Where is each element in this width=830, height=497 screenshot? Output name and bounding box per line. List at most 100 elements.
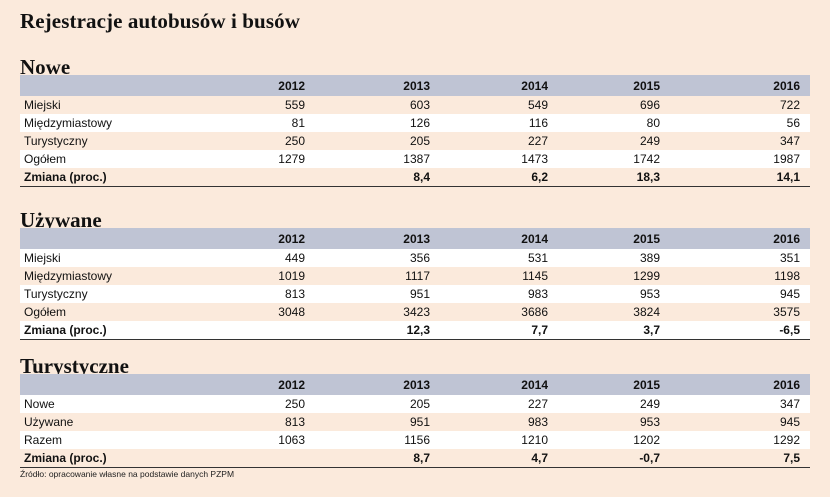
- cell: 250: [170, 132, 315, 150]
- cell: 227: [440, 132, 558, 150]
- cell: 56: [670, 114, 810, 132]
- cell: 945: [670, 285, 810, 303]
- cell: 205: [315, 395, 440, 413]
- table-row-change: Zmiana (proc.) 12,3 7,7 3,7 -6,5: [20, 321, 810, 340]
- row-label: Razem: [20, 431, 170, 449]
- cell: 983: [440, 413, 558, 431]
- cell: 951: [315, 413, 440, 431]
- cell: 116: [440, 114, 558, 132]
- table-row: Razem 1063 1156 1210 1202 1292: [20, 431, 810, 449]
- row-label: Nowe: [20, 395, 170, 413]
- header-label-cell: [20, 75, 170, 96]
- cell: 549: [440, 96, 558, 114]
- row-label: Turystyczny: [20, 132, 170, 150]
- cell: 983: [440, 285, 558, 303]
- cell: 3686: [440, 303, 558, 321]
- cell: 126: [315, 114, 440, 132]
- header-year: 2013: [315, 374, 440, 395]
- cell: 1198: [670, 267, 810, 285]
- cell: 1117: [315, 267, 440, 285]
- cell: 249: [558, 395, 670, 413]
- table-row: Międzymiastowy 1019 1117 1145 1299 1198: [20, 267, 810, 285]
- table-turystyczne: 2012 2013 2014 2015 2016 Nowe 250 205 227 24…: [20, 374, 810, 468]
- row-label: Zmiana (proc.): [20, 168, 170, 187]
- cell: 249: [558, 132, 670, 150]
- cell: -0,7: [558, 449, 670, 468]
- cell: 3,7: [558, 321, 670, 340]
- cell: 1987: [670, 150, 810, 168]
- cell: 7,5: [670, 449, 810, 468]
- cell: 6,2: [440, 168, 558, 187]
- table-uzywane: 2012 2013 2014 2015 2016 Miejski 449 356 53…: [20, 228, 810, 340]
- cell: 3048: [170, 303, 315, 321]
- cell: 347: [670, 395, 810, 413]
- table-row: Miejski 449 356 531 389 351: [20, 249, 810, 267]
- cell: 18,3: [558, 168, 670, 187]
- cell: 1299: [558, 267, 670, 285]
- header-year: 2015: [558, 374, 670, 395]
- table-header-row: 2012 2013 2014 2015 2016: [20, 228, 810, 249]
- row-label: Miejski: [20, 249, 170, 267]
- cell: 1202: [558, 431, 670, 449]
- header-year: 2012: [170, 75, 315, 96]
- cell: 1473: [440, 150, 558, 168]
- header-year: 2014: [440, 75, 558, 96]
- table-nowe: 2012 2013 2014 2015 2016 Miejski 559 603 54…: [20, 75, 810, 187]
- row-label: Turystyczny: [20, 285, 170, 303]
- row-label: Międzymiastowy: [20, 267, 170, 285]
- cell: 3575: [670, 303, 810, 321]
- cell: 8,4: [315, 168, 440, 187]
- cell: 1019: [170, 267, 315, 285]
- cell: 12,3: [315, 321, 440, 340]
- cell: 14,1: [670, 168, 810, 187]
- cell: [170, 449, 315, 468]
- cell: 603: [315, 96, 440, 114]
- row-label: Zmiana (proc.): [20, 321, 170, 340]
- cell: 696: [558, 96, 670, 114]
- cell: 951: [315, 285, 440, 303]
- header-year: 2012: [170, 374, 315, 395]
- cell: 80: [558, 114, 670, 132]
- row-label: Ogółem: [20, 303, 170, 321]
- table-header-row: 2012 2013 2014 2015 2016: [20, 374, 810, 395]
- cell: 1279: [170, 150, 315, 168]
- cell: 813: [170, 413, 315, 431]
- cell: 250: [170, 395, 315, 413]
- page-title: Rejestracje autobusów i busów: [20, 9, 300, 33]
- cell: 205: [315, 132, 440, 150]
- cell: 1387: [315, 150, 440, 168]
- cell: 389: [558, 249, 670, 267]
- cell: 1292: [670, 431, 810, 449]
- cell: 945: [670, 413, 810, 431]
- cell: 953: [558, 413, 670, 431]
- cell: 4,7: [440, 449, 558, 468]
- cell: 3423: [315, 303, 440, 321]
- header-year: 2015: [558, 75, 670, 96]
- table-row: Miejski 559 603 549 696 722: [20, 96, 810, 114]
- cell: 8,7: [315, 449, 440, 468]
- header-label-cell: [20, 228, 170, 249]
- header-label-cell: [20, 374, 170, 395]
- cell: 1210: [440, 431, 558, 449]
- cell: 1063: [170, 431, 315, 449]
- header-year: 2016: [670, 374, 810, 395]
- cell: 351: [670, 249, 810, 267]
- cell: 1145: [440, 267, 558, 285]
- header-year: 2016: [670, 228, 810, 249]
- table-row: Ogółem 3048 3423 3686 3824 3575: [20, 303, 810, 321]
- table-header-row: 2012 2013 2014 2015 2016: [20, 75, 810, 96]
- header-year: 2012: [170, 228, 315, 249]
- cell: 356: [315, 249, 440, 267]
- cell: 449: [170, 249, 315, 267]
- row-label: Międzymiastowy: [20, 114, 170, 132]
- table-row: Turystyczny 813 951 983 953 945: [20, 285, 810, 303]
- cell: 559: [170, 96, 315, 114]
- row-label: Zmiana (proc.): [20, 449, 170, 468]
- row-label: Ogółem: [20, 150, 170, 168]
- header-year: 2014: [440, 374, 558, 395]
- cell: 953: [558, 285, 670, 303]
- table-row-change: Zmiana (proc.) 8,7 4,7 -0,7 7,5: [20, 449, 810, 468]
- source-note: Źródło: opracowanie własne na podstawie …: [20, 469, 235, 479]
- row-label: Używane: [20, 413, 170, 431]
- header-year: 2014: [440, 228, 558, 249]
